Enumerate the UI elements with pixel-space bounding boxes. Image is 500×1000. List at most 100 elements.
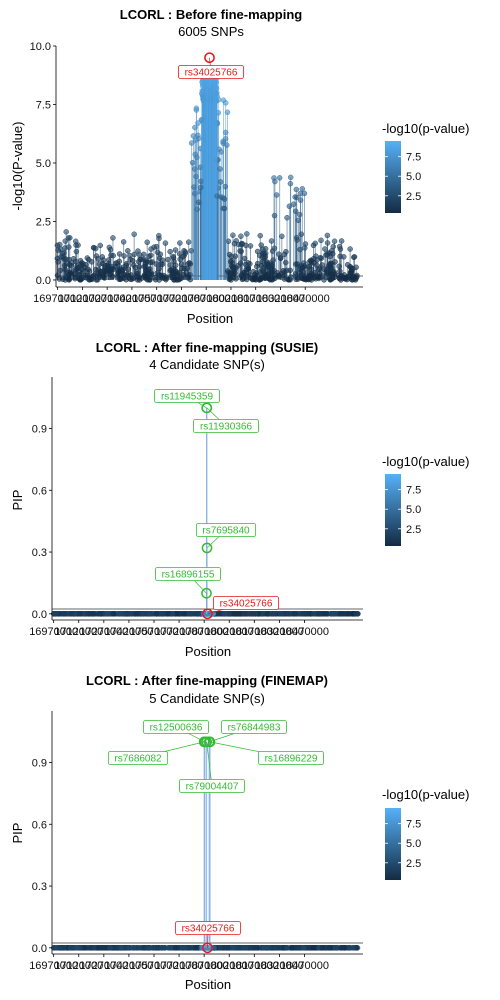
snp-point <box>169 611 176 617</box>
highlight-snp-point <box>204 736 216 748</box>
snp-point <box>266 263 272 269</box>
snp-point <box>66 244 72 250</box>
snp-point <box>227 275 233 282</box>
color-legend: -log10(p-value) 2.5 5.0 7.5 <box>382 787 469 880</box>
snp-point <box>195 132 201 139</box>
snp-point <box>172 247 179 253</box>
x-tick-label: 18020000 <box>206 293 255 305</box>
snp-label-box <box>193 419 259 433</box>
snp-point <box>296 211 303 218</box>
snp-point <box>75 242 81 248</box>
y-axis-title: -log10(P-value) <box>10 122 25 211</box>
snp-point <box>328 272 334 278</box>
snp-point <box>254 248 261 255</box>
snp-point <box>299 186 306 192</box>
snp-point <box>305 611 312 617</box>
x-tick-label: 17570000 <box>132 293 181 305</box>
snp-point <box>262 250 269 257</box>
y-tick-label: 0.9 <box>32 423 47 435</box>
y-tick-label: 0.0 <box>32 943 47 955</box>
snp-point <box>179 945 185 951</box>
snp-point <box>87 274 93 280</box>
snp-point <box>294 237 300 243</box>
snp-point <box>322 246 328 252</box>
x-axis-title: Position <box>185 644 231 659</box>
snp-point <box>292 208 299 215</box>
y-axis-title: PIP <box>10 823 25 844</box>
legend-tick-label: 7.5 <box>406 152 421 164</box>
x-tick-label: 18470000 <box>281 293 330 305</box>
x-tick-label: 17420000 <box>107 293 156 305</box>
snp-point <box>244 231 250 237</box>
snp-point <box>297 190 304 197</box>
y-ticks: 0.0 0.3 0.6 0.9 <box>32 423 52 621</box>
highlighted-snps: rs11945359 rs11930366 rs7695840 rs16896155 r… <box>154 389 279 620</box>
snp-point <box>82 274 89 281</box>
snp-point <box>202 80 208 86</box>
snp-point <box>56 945 63 951</box>
snp-point <box>156 255 163 261</box>
snp-point <box>292 194 298 200</box>
snp-point <box>195 199 202 205</box>
snp-point <box>93 253 100 259</box>
snp-point <box>181 265 188 272</box>
snp-point <box>277 611 284 617</box>
y-tick-label: 0.9 <box>32 757 47 769</box>
snp-point <box>247 243 254 249</box>
snp-point <box>167 248 173 255</box>
x-tick-label: 17270000 <box>83 293 132 305</box>
snp-point <box>224 109 231 116</box>
snp-point <box>263 272 269 279</box>
x-tick-label: 18170000 <box>230 626 279 638</box>
snp-point <box>224 142 230 148</box>
x-tick-label: 16970000 <box>29 626 78 638</box>
snp-point <box>247 261 253 267</box>
snp-point <box>284 214 290 221</box>
snp-point <box>330 251 336 257</box>
snp-label-box <box>179 779 245 793</box>
x-tick-label: 18170000 <box>231 293 280 305</box>
snp-point <box>107 246 114 253</box>
snp-point <box>257 276 264 282</box>
snp-point <box>193 105 200 111</box>
snp-point <box>229 263 236 270</box>
legend-colorbar <box>385 474 401 546</box>
snp-label: rs16896229 <box>265 754 318 765</box>
snp-point <box>292 611 298 617</box>
snp-point <box>87 945 94 951</box>
snp-point <box>82 264 88 271</box>
snp-point <box>194 945 200 951</box>
legend-tick-label: 7.5 <box>406 819 421 831</box>
x-tick-label: 17120000 <box>54 960 103 972</box>
snp-point <box>310 611 317 617</box>
x-tick-label: 18170000 <box>230 960 279 972</box>
x-tick-label: 17270000 <box>79 626 128 638</box>
snp-point <box>120 239 127 245</box>
snp-point <box>109 273 116 280</box>
snp-point <box>230 232 236 238</box>
snp-point <box>286 611 293 617</box>
snp-point <box>62 238 69 244</box>
snp-point <box>280 268 286 274</box>
snp-label-box <box>143 720 209 734</box>
panel-subtitle: 4 Candidate SNP(s) <box>149 357 265 372</box>
x-tick-label: 18320000 <box>255 960 304 972</box>
snp-label: rs7686082 <box>114 754 162 765</box>
x-tick-label: 17720000 <box>155 626 204 638</box>
y-tick-label: 2.5 <box>36 216 51 228</box>
snp-point <box>165 945 172 951</box>
snp-point <box>319 945 326 951</box>
snp-point <box>190 133 197 139</box>
snp-point <box>77 257 84 264</box>
x-tick-label: 17870000 <box>180 626 229 638</box>
snp-label: rs79004407 <box>186 782 239 793</box>
highlighted-snps: rs34025766 <box>178 52 244 79</box>
snp-point <box>54 272 61 279</box>
x-tick-label: 17120000 <box>54 626 103 638</box>
snp-point <box>181 253 187 259</box>
snp-point <box>272 275 278 282</box>
x-tick-label: 18320000 <box>255 626 304 638</box>
snp-point <box>181 247 187 254</box>
snp-point <box>236 611 243 617</box>
